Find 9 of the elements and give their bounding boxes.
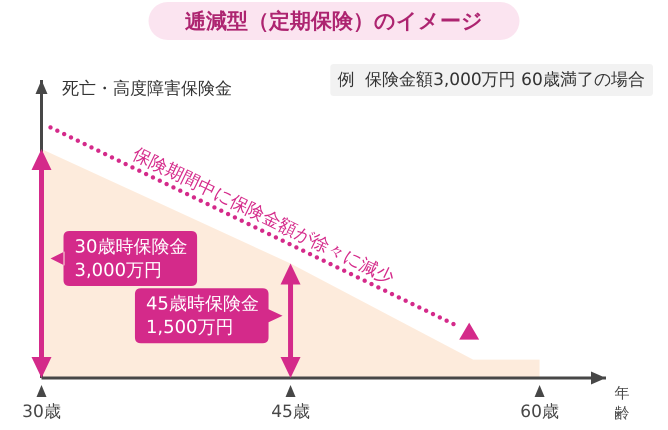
x-tick-label: 30歳 (22, 402, 61, 422)
annotation: 45歳時保険金 1,500万円 (146, 294, 259, 338)
annotation: 30歳時保険金 3,000万円 (74, 236, 188, 281)
y-axis-title: 死亡・高度障害保険金 (62, 79, 232, 99)
chart-title: 逓減型（定期保険）のイメージ (184, 9, 483, 33)
x-axis-title: 年齢 (614, 384, 630, 422)
x-tick-label: 60歳 (520, 402, 559, 422)
x-tick-label: 45歳 (271, 402, 310, 422)
chart-subtitle: 例 保険金額3,000万円 60歳満了の場合 (337, 70, 645, 90)
